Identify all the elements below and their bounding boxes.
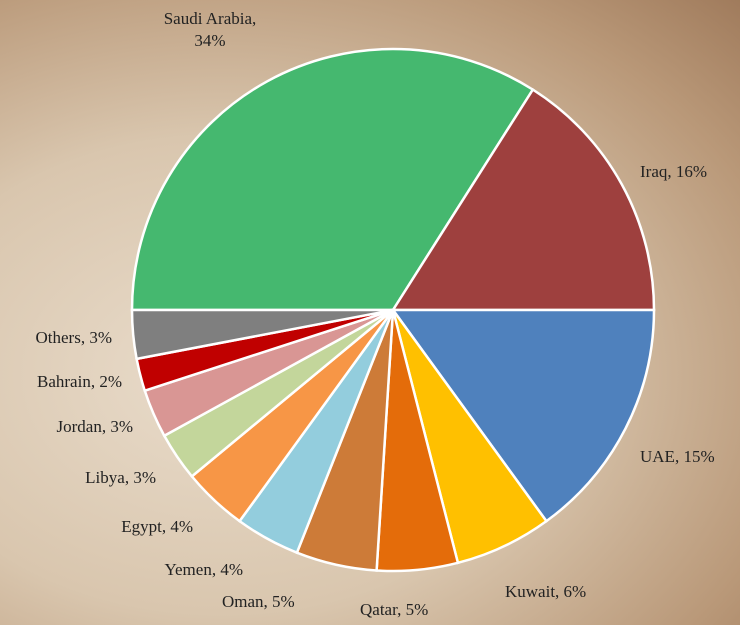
slice-label: UAE, 15% xyxy=(640,447,715,466)
slice-label: Bahrain, 2% xyxy=(37,372,122,391)
slice-label: Kuwait, 6% xyxy=(505,582,587,601)
pie-slice xyxy=(130,47,535,312)
slice-label: Egypt, 4% xyxy=(121,517,193,536)
slice-label: Iraq, 16% xyxy=(640,162,708,181)
slice-label: Libya, 3% xyxy=(85,468,156,487)
pie-slice xyxy=(130,308,394,361)
slice-label: Yemen, 4% xyxy=(164,560,243,579)
pie-slice xyxy=(390,308,656,523)
slice-label: Qatar, 5% xyxy=(360,600,429,619)
slice-label: Oman, 5% xyxy=(222,592,295,611)
slice-label: Jordan, 3% xyxy=(56,417,133,436)
slice-label: Saudi Arabia, 34% xyxy=(163,9,257,50)
pie-slice xyxy=(390,87,656,312)
slice-label: Others, 3% xyxy=(35,328,112,347)
